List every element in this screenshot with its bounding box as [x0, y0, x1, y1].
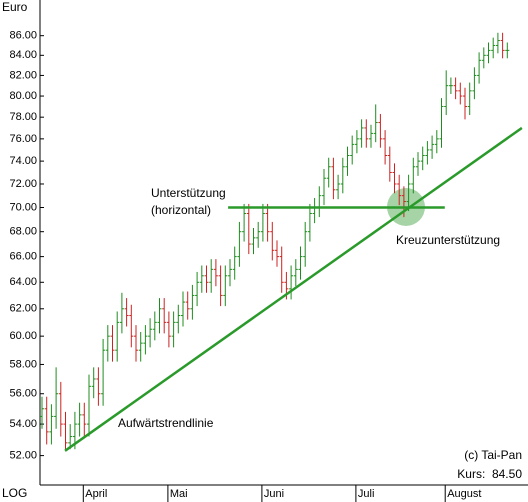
y-tick-label: 74.00: [9, 155, 37, 167]
y-tick-label: 76.00: [9, 133, 37, 145]
y-tick-label: 86.00: [9, 30, 37, 42]
x-tick-label: April: [85, 488, 107, 500]
y-tick-label: 52.00: [9, 450, 37, 462]
y-tick-label: 60.00: [9, 330, 37, 342]
x-tick-label: Mai: [170, 488, 188, 500]
y-tick-label: 80.00: [9, 90, 37, 102]
x-tick-label: August: [447, 488, 481, 500]
annotation: Kreuzunterstützung: [396, 233, 500, 247]
annotation: Aufwärtstrendlinie: [118, 416, 214, 430]
x-tick-label: Juli: [358, 488, 375, 500]
annotation: (c) Tai-Pan: [464, 448, 522, 462]
y-tick-label: 70.00: [9, 201, 37, 213]
y-tick-label: 54.00: [9, 418, 37, 430]
annotation: (horizontal): [151, 203, 211, 217]
scale-label: LOG: [2, 486, 27, 500]
y-tick-label: 68.00: [9, 226, 37, 238]
annotation: Kurs: 84.50: [457, 467, 522, 481]
y-tick-label: 58.00: [9, 358, 37, 370]
y-tick-label: 84.00: [9, 49, 37, 61]
y-tick-label: 64.00: [9, 276, 37, 288]
y-tick-label: 78.00: [9, 111, 37, 123]
y-tick-label: 72.00: [9, 178, 37, 190]
y-axis-label: Euro: [2, 0, 28, 14]
y-tick-label: 66.00: [9, 251, 37, 263]
y-tick-label: 82.00: [9, 69, 37, 81]
y-tick-label: 62.00: [9, 303, 37, 315]
annotation: Unterstützung: [151, 186, 226, 200]
x-tick-label: Juni: [264, 488, 284, 500]
y-tick-label: 56.00: [9, 388, 37, 400]
trendline: [64, 126, 523, 452]
